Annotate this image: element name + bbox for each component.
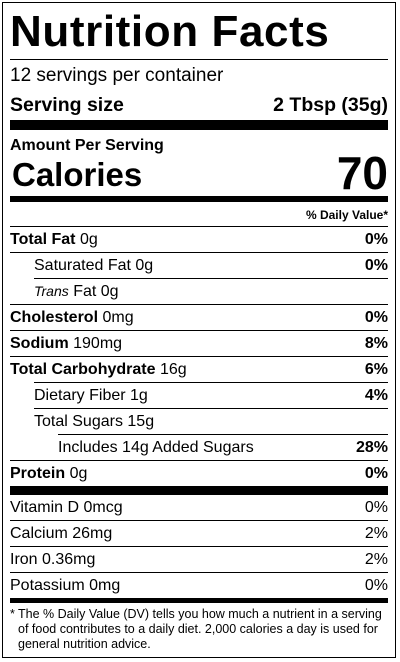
thick-divider: [10, 486, 388, 495]
nutrient-row-total-sugars: Total Sugars 15g: [34, 413, 155, 430]
calories-row: Calories 70: [10, 147, 388, 199]
nutrient-row-sodium: Sodium 190mg 8%: [10, 335, 388, 352]
medium-divider: [10, 598, 388, 603]
footnote-text: The % Daily Value (DV) tells you how muc…: [18, 607, 382, 651]
serving-size-value: 2 Tbsp (35g): [273, 94, 388, 116]
vitamin-row-iron: Iron 0.36mg 2%: [10, 551, 388, 568]
serving-size-row: Serving size 2 Tbsp (35g): [10, 93, 388, 117]
medium-divider: [10, 196, 388, 202]
daily-value-header: % Daily Value*: [305, 208, 388, 222]
label-title: Nutrition Facts: [10, 7, 330, 56]
vitamin-row-calcium: Calcium 26mg 2%: [10, 525, 388, 542]
nutrition-facts-label: Nutrition Facts 12 servings per containe…: [2, 2, 396, 658]
servings-per-container: 12 servings per container: [10, 65, 224, 86]
nutrient-row-protein: Protein 0g 0%: [10, 465, 388, 482]
thick-divider: [10, 120, 388, 130]
footnote-asterisk: *: [10, 607, 15, 621]
nutrient-row-added-sugars: Includes 14g Added Sugars 28%: [58, 439, 388, 456]
nutrient-row-trans-fat: Trans Fat 0g: [34, 283, 119, 300]
vitamin-row-vitamin-d: Vitamin D 0mcg 0%: [10, 499, 388, 516]
nutrient-row-cholesterol: Cholesterol 0mg 0%: [10, 309, 388, 326]
vitamin-row-potassium: Potassium 0mg 0%: [10, 577, 388, 594]
calories-value: 70: [336, 147, 388, 199]
nutrient-row-dietary-fiber: Dietary Fiber 1g 4%: [34, 387, 388, 404]
calories-label: Calories: [12, 156, 143, 193]
divider: [10, 226, 388, 227]
serving-size-label: Serving size: [10, 94, 124, 116]
nutrient-row-saturated-fat: Saturated Fat 0g 0%: [34, 257, 388, 274]
nutrient-row-total-fat: Total Fat 0g 0%: [10, 231, 388, 248]
amount-per-serving: Amount Per Serving: [10, 137, 164, 154]
nutrient-row-total-carbohydrate: Total Carbohydrate 16g 6%: [10, 361, 388, 378]
divider: [10, 59, 388, 60]
